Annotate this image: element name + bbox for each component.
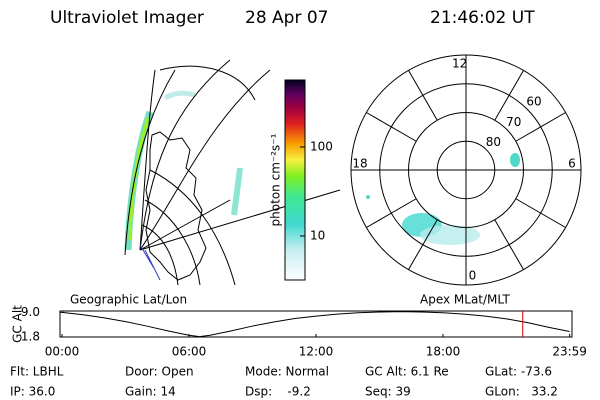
title: Ultraviolet Imager	[50, 8, 204, 28]
alt-line	[61, 311, 570, 338]
x-tick-label: 06:00	[172, 345, 207, 359]
status-field: GLon: 33.2	[485, 385, 558, 399]
mlt-label: 0	[469, 269, 477, 283]
polar-blobs	[366, 153, 520, 245]
alt-right-label: Apex MLat/MLT	[420, 293, 510, 307]
colorbar-label: photon cm⁻²s⁻¹	[269, 133, 283, 226]
lat-circle	[379, 83, 553, 257]
x-tick-label: 12:00	[299, 345, 334, 359]
status-field: IP: 36.0	[10, 385, 55, 399]
status-field: Seq: 39	[365, 385, 411, 399]
lat-label: 80	[486, 135, 501, 149]
status-field: GLat: -73.6	[485, 365, 552, 379]
mlt-label: 12	[452, 57, 467, 71]
x-tick-label: 23:59	[552, 345, 587, 359]
x-tick-label: 18:00	[426, 345, 461, 359]
lat-label: 60	[526, 94, 541, 108]
alt-left-label: Geographic Lat/Lon	[70, 293, 187, 307]
time: 21:46:02 UT	[430, 8, 535, 28]
status-field: Gain: 14	[125, 385, 176, 399]
x-tick-label: 00:00	[45, 345, 80, 359]
colorbar	[284, 79, 306, 281]
geo-map	[124, 59, 341, 286]
y-tick-label: 9.0	[21, 305, 40, 319]
y-tick-label: 1.8	[21, 330, 40, 344]
status-field: Flt: LBHL	[10, 365, 64, 379]
colorbar-tick-label: 100	[310, 139, 333, 153]
status-field: GC Alt: 6.1 Re	[365, 365, 449, 379]
status-field: Dsp: -9.2	[245, 385, 311, 399]
status-field: Mode: Normal	[245, 365, 329, 379]
mlt-label: 18	[352, 157, 367, 171]
lat-circle	[436, 140, 496, 200]
colorbar-tick-label: 10	[310, 228, 325, 242]
status-field: Door: Open	[125, 365, 194, 379]
lat-circle	[408, 112, 524, 228]
date: 28 Apr 07	[245, 8, 328, 28]
lat-label: 70	[506, 115, 521, 129]
alt-ylabel: GC Alt	[11, 305, 25, 343]
mlt-label: 6	[568, 157, 576, 171]
